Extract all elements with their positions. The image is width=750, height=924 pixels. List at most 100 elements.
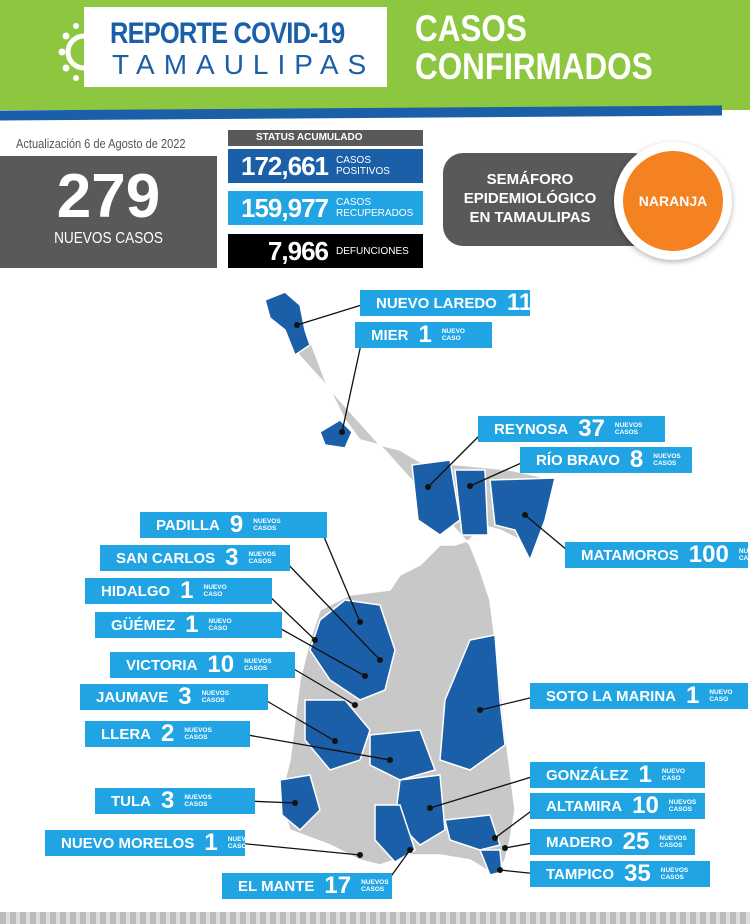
region-mier [319,419,353,449]
cases-suffix: NUEVO CASO [441,328,465,342]
location-dot [357,619,363,625]
municipality-cases: 1 [185,611,199,638]
location-dot [352,702,358,708]
region-matamoros [489,477,556,562]
location-dot [497,867,503,873]
municipality-cases: 3 [161,787,175,814]
municipality-label: GONZÁLEZ 1 NUEVO CASO [530,761,705,788]
municipality-name: VICTORIA [126,656,198,674]
new-cases-label: NUEVOS CASOS [54,230,163,247]
municipality-cases: 9 [229,511,244,538]
leader-line [286,664,356,706]
municipality-name: SAN CARLOS [116,549,216,567]
municipality-name: MIER [371,326,409,344]
municipality-name: GÜÉMEZ [111,616,176,634]
logo-line2: TAMAULIPAS [112,49,376,80]
semaforo-box: SEMÁFORO EPIDEMIOLÓGICO EN TAMAULIPAS [443,153,653,246]
municipality-name: LLERA [101,725,151,743]
leader-line [427,428,487,488]
municipality-cases: 2 [161,720,175,747]
municipality-cases: 3 [178,683,192,710]
location-dot [477,707,483,713]
status-title: STATUS ACUMULADO [228,130,423,146]
location-dot [332,738,338,744]
leader-line [236,842,361,856]
municipality-label: MIER 1 NUEVO CASO [355,321,492,348]
municipality-cases: 10 [632,792,659,819]
municipality-label: MADERO 25 NUEVOS CASOS [530,828,695,855]
municipality-name: MATAMOROS [581,546,679,564]
municipality-label: PADILLA 9 NUEVOS CASOS [140,511,327,538]
location-dot [294,322,300,328]
municipality-name: MADERO [546,833,613,851]
location-dot [377,657,383,663]
municipality-cases: 11 [506,289,533,316]
municipality-label: SOTO LA MARINA 1 NUEVO CASO [530,682,748,709]
municipality-cases: 1 [638,761,652,788]
municipality-cases: 37 [578,415,605,442]
municipality-name: REYNOSA [494,420,569,438]
location-dot [312,637,318,643]
cases-suffix: NUEVO CASO [227,836,251,850]
location-dot [362,673,368,679]
location-dot [522,512,528,518]
semaforo-level-badge: NARANJA [614,142,732,260]
location-dot [492,835,498,841]
location-dot [387,757,393,763]
municipality-name: TAMPICO [546,865,615,883]
region-altamira [444,814,501,851]
stat-deaths: 7,966 DEFUNCIONES [228,234,423,268]
municipality-cases: 25 [622,828,650,855]
region-rio-bravo [454,469,489,536]
region-central [309,599,396,701]
municipality-label: RÍO BRAVO 8 NUEVOS CASOS [520,446,692,473]
location-dot [407,847,413,853]
municipality-name: RÍO BRAVO [536,451,620,469]
municipality-label: GÜÉMEZ 1 NUEVO CASO [95,611,282,638]
region-soto-la-marina [439,634,506,771]
location-dot [357,852,363,858]
leader-line [479,695,539,711]
municipality-cases: 8 [629,446,644,473]
municipality-name: JAUMAVE [96,688,169,706]
leader-line [273,624,366,677]
leader-line [341,334,364,433]
municipality-name: PADILLA [156,516,220,534]
region-nuevo-laredo [264,291,311,357]
municipality-label: JAUMAVE 3 NUEVOS CASOS [80,683,268,710]
municipality-name: NUEVO MORELOS [61,834,195,852]
location-dot [502,845,508,851]
cases-suffix: NUEVO CASO [203,584,227,598]
location-dot [427,805,433,811]
municipality-name: ALTAMIRA [546,797,623,815]
municipality-label: ALTAMIRA 10 NUEVOS CASOS [530,792,705,819]
update-date: Actualización 6 de Agosto de 2022 [16,136,186,151]
leader-line [469,459,529,487]
leader-line [263,590,316,641]
leader-line [246,800,296,804]
footer-stripe [0,912,750,924]
stat-recovered: 159,977 CASOS RECUPERADOS [228,191,423,225]
new-cases-value: 279 [56,162,161,231]
location-dot [292,800,298,806]
municipality-cases: 17 [324,872,352,899]
cases-suffix: NUEVO CASO [661,768,685,782]
region-tula [279,774,321,832]
page-title: CASOS CONFIRMADOS [415,8,653,87]
leader-line [296,302,369,326]
region-victoria [304,699,371,771]
municipality-label: REYNOSA 37 NUEVOS CASOS [478,415,665,442]
region-reynosa [411,459,461,536]
municipality-label: TAMPICO 35 NUEVOS CASOS [530,860,710,887]
municipality-cases: 1 [204,829,218,856]
